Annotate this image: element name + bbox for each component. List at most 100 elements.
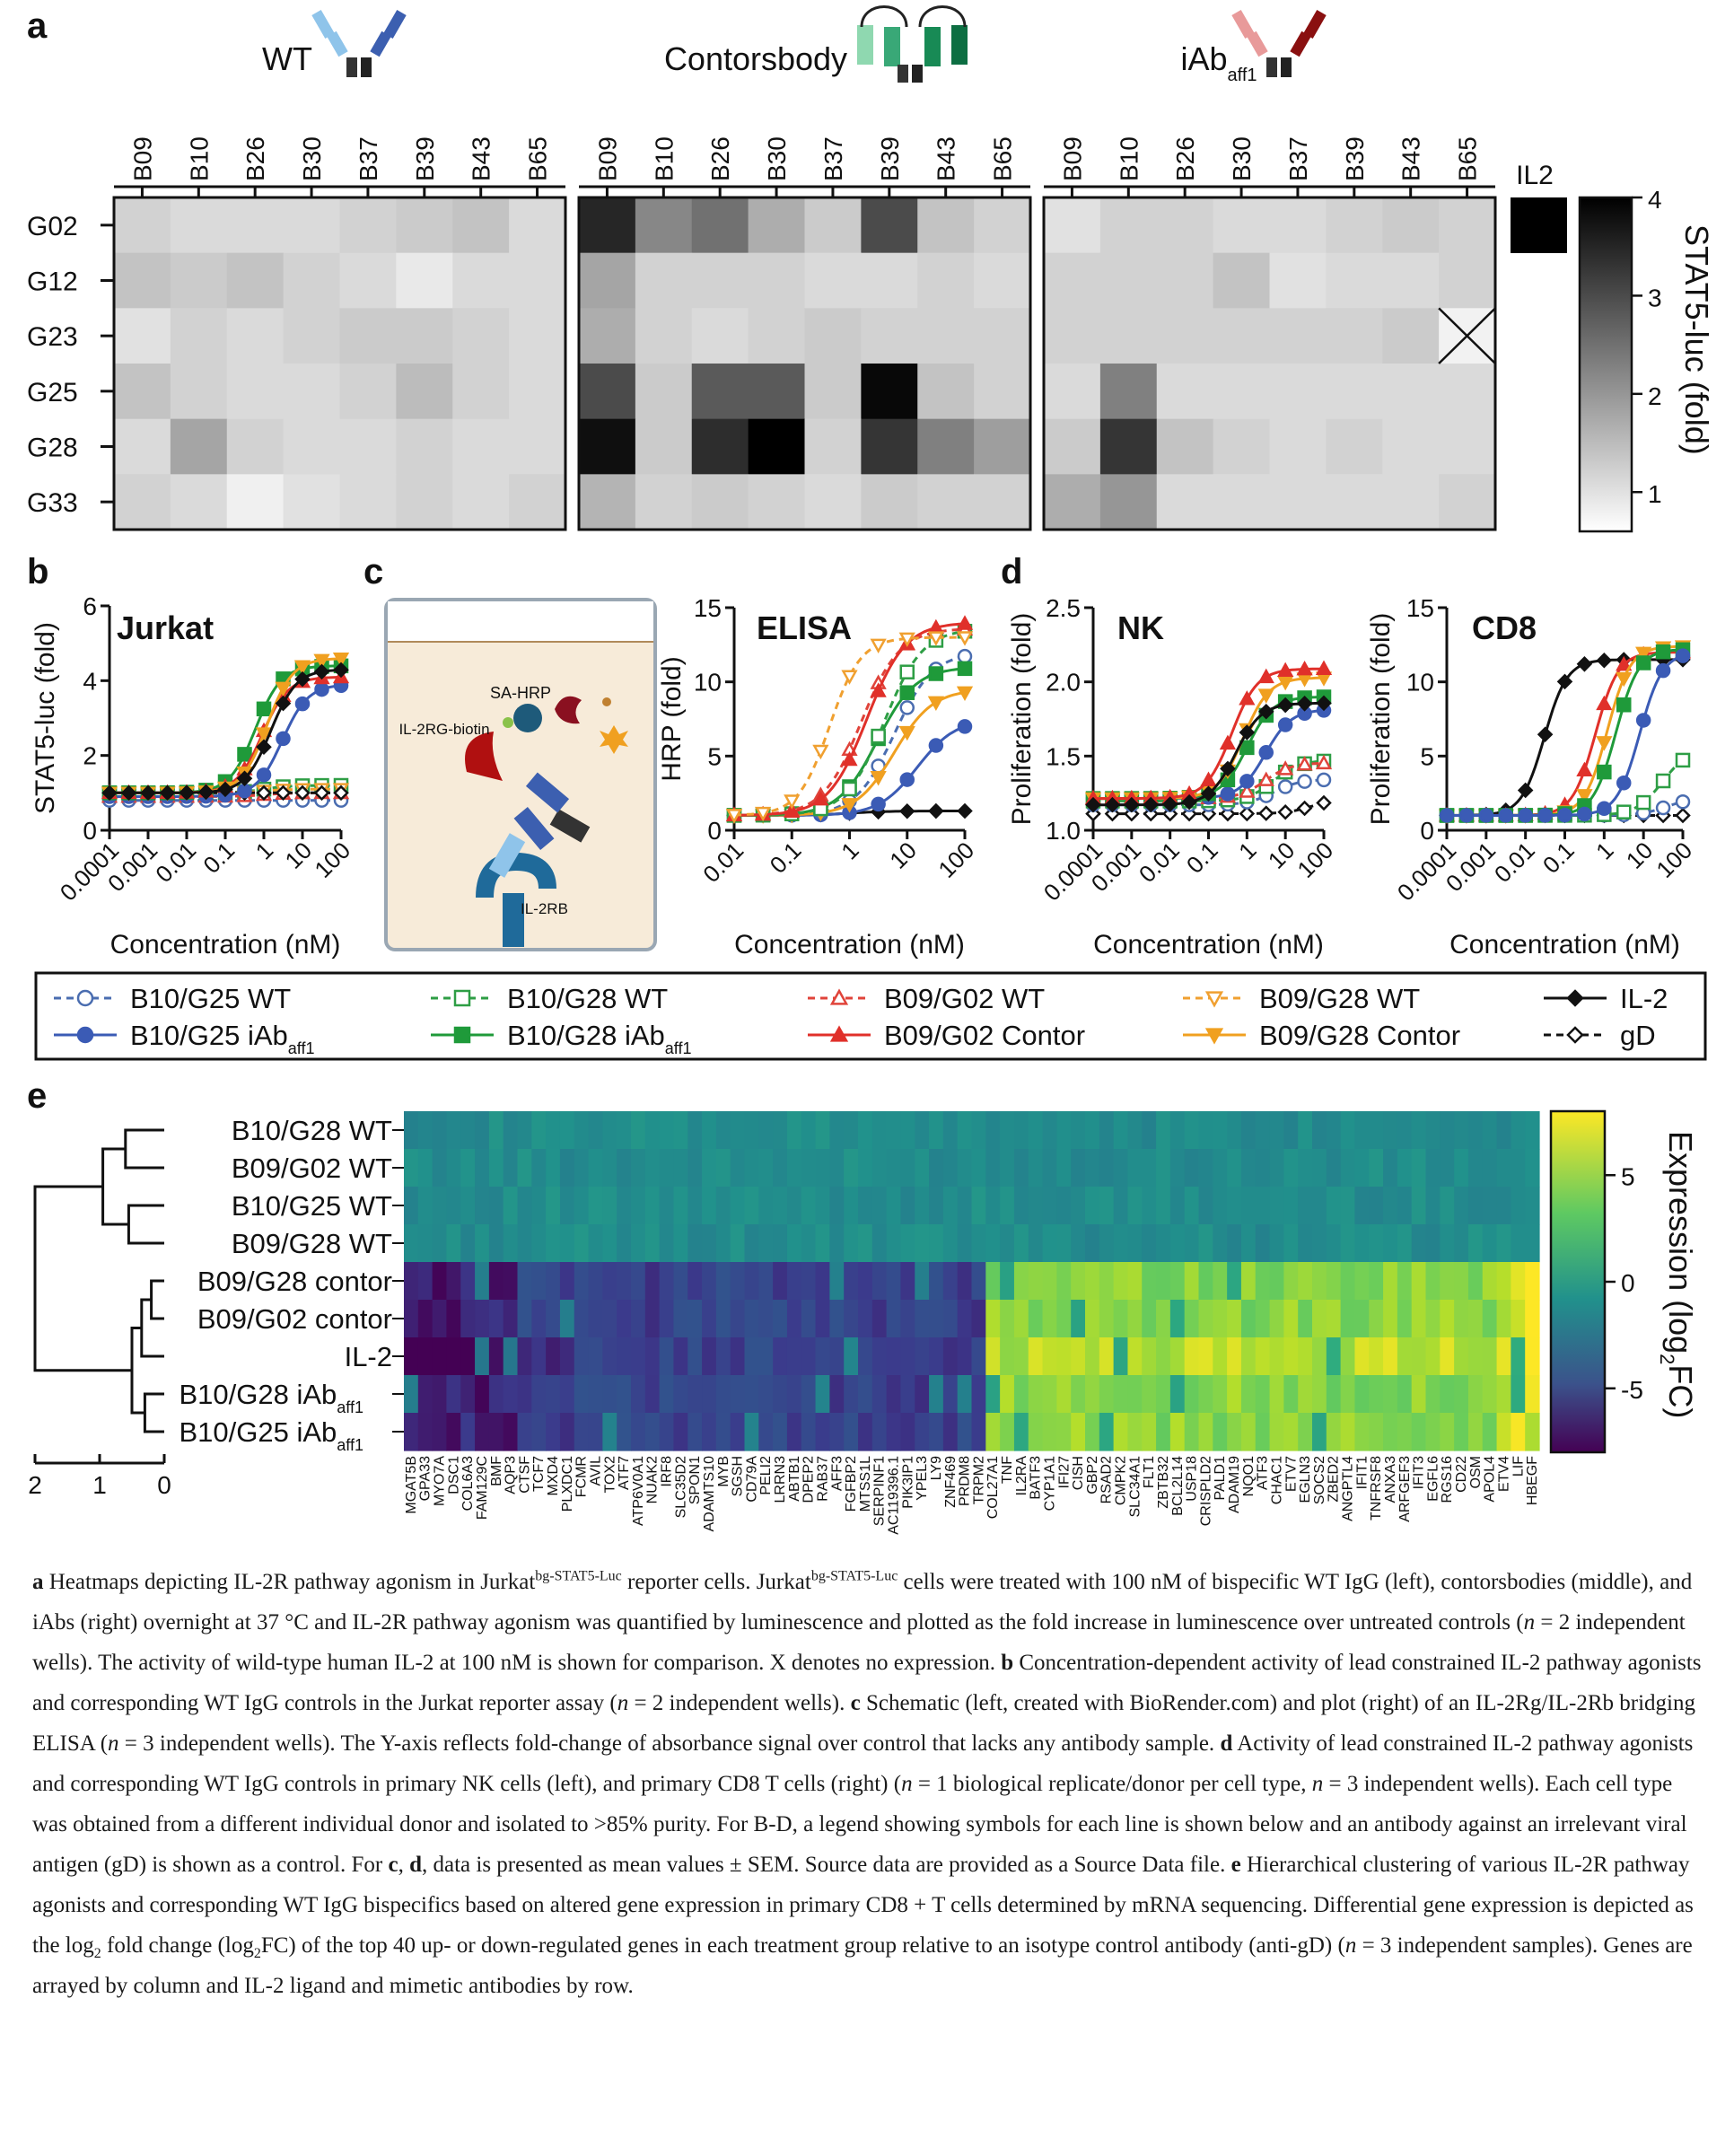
data-point [1277,760,1294,776]
heatmap-cell [1382,197,1440,254]
heatmap-cell [170,308,228,364]
icon-part [1266,57,1277,77]
expression-cell [844,1224,859,1263]
expression-cell [1411,1300,1427,1338]
heatmap-cell [804,308,862,364]
expression-cell [1397,1111,1413,1150]
expression-cell [432,1262,448,1301]
expression-cell [773,1111,788,1150]
heatmap-cell [804,364,862,420]
data-point [1576,761,1593,776]
expression-cell [758,1413,774,1451]
expression-cell [1298,1111,1313,1150]
expression-cell [404,1300,419,1338]
expression-cell [1169,1149,1186,1188]
icon-part [898,65,908,83]
heatmap-cell [226,197,285,254]
expression-cell [773,1149,788,1188]
expression-cell [1227,1375,1242,1414]
expression-cell [644,1262,661,1301]
data-point [217,781,233,798]
expression-cell [957,1187,973,1225]
heatmap-cell [1099,252,1158,309]
data-point [1104,796,1121,813]
legend-label: B09/G02 WT [884,983,1045,1014]
gene-label: ADAM19 [1227,1456,1242,1513]
expression-cell [1440,1262,1455,1301]
expression-cell [1425,1149,1441,1188]
expression-cell [488,1337,504,1376]
data-point [1296,756,1313,771]
expression-cell [1213,1300,1228,1338]
expression-cell [815,1375,830,1414]
heatmap-cell [396,364,453,420]
expression-cell [1454,1375,1469,1414]
panel-letter-a: a [27,6,48,46]
data-point [956,686,974,702]
heatmap-cell [635,418,693,475]
heatmap-cell [1099,418,1158,475]
expression-cell [1354,1187,1370,1225]
expression-cell [446,1262,461,1301]
expression-cell [1113,1337,1129,1376]
gene-label: CYP1A1 [1042,1456,1057,1511]
x-tick-label: 1 [836,837,863,864]
expression-cell [631,1111,646,1150]
heatmap-cell [1213,308,1270,364]
expression-cell [758,1149,774,1188]
expression-cell [730,1337,746,1376]
gene-label: APOL4 [1483,1456,1498,1503]
expression-cell [687,1224,703,1263]
expression-cell [460,1375,476,1414]
heatmap-row-label: G33 [27,488,78,518]
data-point [1257,805,1274,821]
expression-cell [631,1413,646,1451]
expression-cell [1042,1300,1057,1338]
expression-cell [1467,1224,1484,1263]
data-point [870,638,887,654]
expression-cell [1369,1413,1384,1451]
icon-part [361,57,372,77]
expression-cell [404,1375,419,1414]
heatmap-cell [1213,364,1270,420]
expression-row-label: B09/G02 WT [232,1152,392,1184]
expression-cell [659,1300,675,1338]
heatmap-cell [804,474,862,530]
data-point [1635,646,1652,662]
expression-cell [546,1262,561,1301]
expression-cell [1454,1111,1469,1150]
expression-cell [1525,1300,1540,1338]
expression-cell [1411,1111,1427,1150]
gene-label: FLT1 [1142,1456,1157,1488]
expression-cell [786,1337,802,1376]
data-point [1439,808,1455,823]
expression-cell [844,1375,859,1414]
expression-cell [801,1187,817,1225]
heatmap-cell [1044,252,1101,309]
gene-label: SPON1 [687,1456,703,1504]
expression-cell [617,1375,632,1414]
gene-label: ATF3 [1256,1456,1271,1490]
heatmap-cell [396,474,453,530]
expression-cell [1383,1111,1398,1150]
gene-label: RSAD2 [1099,1456,1115,1503]
expression-cell [1312,1375,1327,1414]
data-point [927,696,944,712]
expression-cell [574,1187,590,1225]
expression-cell [1326,1375,1342,1414]
heatmap-cell [1044,418,1101,475]
expression-cell [1383,1300,1398,1338]
expression-cell [1013,1224,1029,1263]
data-point [871,796,886,812]
heatmap-cell [917,418,975,475]
expression-cell [1028,1262,1044,1301]
expression-cell [559,1375,575,1414]
expression-cell [1184,1149,1200,1188]
expression-cell [957,1149,973,1188]
contorsbody-icon [857,5,968,83]
expression-cell [758,1224,774,1263]
gene-label: CRISPLD2 [1198,1456,1213,1526]
expression-cell [1511,1413,1526,1451]
heatmap-cell [974,252,1031,309]
expression-cell [1369,1337,1384,1376]
